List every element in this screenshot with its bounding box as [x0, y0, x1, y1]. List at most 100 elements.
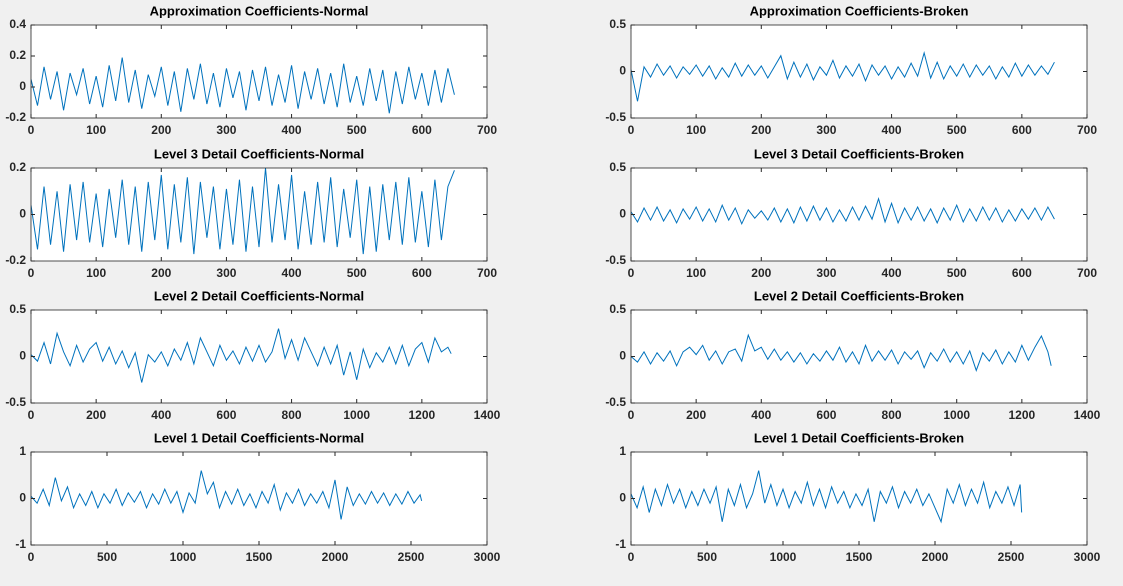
- signal-line: [31, 470, 423, 520]
- y-tick-label: -0.5: [605, 110, 626, 124]
- x-tick-label: 1200: [1009, 408, 1036, 422]
- x-tick-label: 0: [628, 123, 635, 137]
- x-tick-label: 700: [1077, 266, 1097, 280]
- y-tick-label: -0.2: [5, 253, 26, 267]
- signal-line: [31, 168, 455, 255]
- subplot-title: Level 3 Detail Coefficients-Broken: [754, 146, 964, 161]
- y-tick-label: 0: [619, 491, 626, 505]
- y-tick-label: 1: [619, 444, 626, 458]
- x-tick-label: 1400: [474, 408, 501, 422]
- x-tick-label: 400: [282, 123, 302, 137]
- axes-box: [30, 24, 488, 119]
- signal-line: [31, 57, 455, 114]
- x-tick-label: 400: [151, 408, 171, 422]
- y-tick-label: 0: [19, 491, 26, 505]
- x-tick-label: 200: [151, 266, 171, 280]
- x-tick-label: 1500: [846, 550, 873, 564]
- y-tick-label: 0.2: [9, 48, 26, 62]
- x-tick-label: 2000: [922, 550, 949, 564]
- x-tick-label: 300: [216, 266, 236, 280]
- y-tick-label: 0.5: [609, 160, 626, 174]
- x-tick-label: 100: [86, 123, 106, 137]
- y-tick-label: 0: [619, 349, 626, 363]
- x-tick-label: 300: [816, 123, 836, 137]
- x-tick-label: 500: [347, 123, 367, 137]
- x-tick-label: 500: [947, 266, 967, 280]
- subplot-title: Level 2 Detail Coefficients-Broken: [754, 288, 964, 303]
- y-tick-label: 0.2: [9, 160, 26, 174]
- x-tick-label: 400: [282, 266, 302, 280]
- signal-line: [631, 470, 1023, 524]
- x-tick-label: 300: [216, 123, 236, 137]
- subplot-title: Approximation Coefficients-Broken: [750, 3, 969, 18]
- x-tick-label: 1000: [770, 550, 797, 564]
- x-tick-label: 0: [628, 266, 635, 280]
- x-tick-label: 500: [347, 266, 367, 280]
- x-tick-label: 700: [477, 123, 497, 137]
- x-tick-label: 0: [628, 550, 635, 564]
- x-tick-label: 600: [412, 123, 432, 137]
- x-tick-label: 1000: [170, 550, 197, 564]
- y-tick-label: 0: [19, 349, 26, 363]
- x-tick-label: 2000: [322, 550, 349, 564]
- x-tick-label: 400: [882, 266, 902, 280]
- x-tick-label: 600: [216, 408, 236, 422]
- x-tick-label: 100: [86, 266, 106, 280]
- x-tick-label: 0: [628, 408, 635, 422]
- x-tick-label: 2500: [998, 550, 1025, 564]
- y-tick-label: -0.2: [5, 110, 26, 124]
- x-tick-label: 600: [412, 266, 432, 280]
- subplot-title: Approximation Coefficients-Normal: [150, 3, 369, 18]
- y-tick-label: -0.5: [5, 395, 26, 409]
- x-tick-label: 0: [28, 550, 35, 564]
- signal-line: [631, 196, 1055, 226]
- x-tick-label: 1200: [409, 408, 436, 422]
- y-tick-label: 0: [19, 207, 26, 221]
- x-tick-label: 400: [882, 123, 902, 137]
- x-tick-label: 400: [751, 408, 771, 422]
- y-tick-label: -1: [615, 537, 626, 551]
- x-tick-label: 500: [947, 123, 967, 137]
- x-tick-label: 600: [816, 408, 836, 422]
- y-tick-label: 0.5: [609, 302, 626, 316]
- y-tick-label: 0.5: [609, 17, 626, 31]
- subplot-title: Level 1 Detail Coefficients-Broken: [754, 430, 964, 445]
- x-tick-label: 200: [151, 123, 171, 137]
- x-tick-label: 0: [28, 266, 35, 280]
- x-tick-label: 1400: [1074, 408, 1101, 422]
- y-tick-label: 0: [619, 64, 626, 78]
- axes-background: [631, 310, 1087, 403]
- signal-line: [631, 50, 1055, 102]
- x-tick-label: 600: [1012, 123, 1032, 137]
- subplot: 0 100 200 300 400 500 600 700-0.500.5Approximat…: [605, 3, 1097, 137]
- x-tick-label: 800: [282, 408, 302, 422]
- x-tick-label: 200: [751, 266, 771, 280]
- x-tick-label: 500: [97, 550, 117, 564]
- x-tick-label: 1000: [343, 408, 370, 422]
- axes-background: [31, 310, 487, 403]
- x-tick-label: 200: [686, 408, 706, 422]
- x-tick-label: 200: [86, 408, 106, 422]
- x-tick-label: 2500: [398, 550, 425, 564]
- subplot-title: Level 2 Detail Coefficients-Normal: [154, 288, 364, 303]
- x-tick-label: 0: [28, 123, 35, 137]
- subplot-title: Level 1 Detail Coefficients-Normal: [154, 430, 364, 445]
- y-tick-label: 1: [19, 444, 26, 458]
- y-tick-label: 0.5: [9, 302, 26, 316]
- y-tick-label: 0: [19, 79, 26, 93]
- x-tick-label: 1000: [943, 408, 970, 422]
- x-tick-label: 200: [751, 123, 771, 137]
- x-tick-label: 500: [697, 550, 717, 564]
- y-tick-label: 0: [619, 207, 626, 221]
- signal-line: [631, 333, 1052, 372]
- y-tick-label: -0.5: [605, 253, 626, 267]
- axes-background: [631, 452, 1087, 545]
- signal-line: [31, 328, 452, 383]
